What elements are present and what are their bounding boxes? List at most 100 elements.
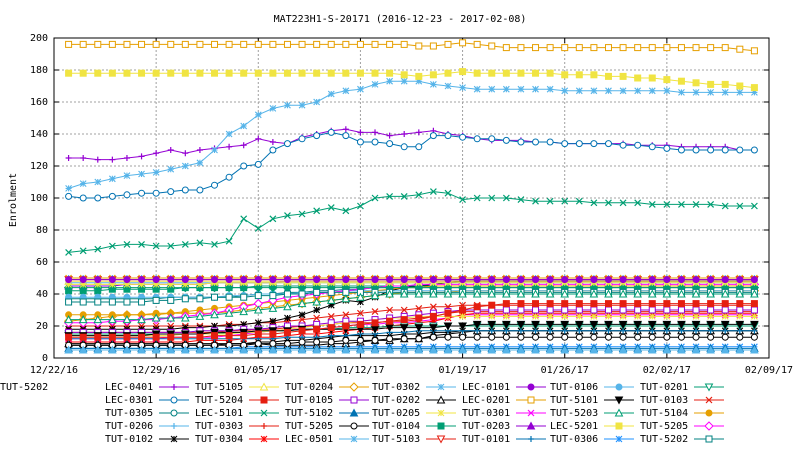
data-point (561, 44, 569, 52)
legend-swatch-marker (261, 423, 267, 429)
data-point (342, 207, 350, 215)
y-tick-label: 100 (30, 193, 48, 204)
legend-entry: TUT-0302 (372, 382, 456, 393)
data-point (123, 155, 130, 161)
data-point (648, 74, 656, 82)
data-point (224, 345, 234, 354)
legend-label: TUT-0305 (105, 408, 153, 419)
data-point (691, 320, 701, 329)
data-point (546, 300, 554, 308)
data-point (706, 345, 715, 354)
data-point (152, 40, 160, 48)
data-point (240, 215, 248, 223)
data-point (225, 293, 233, 301)
data-point (78, 282, 88, 293)
data-point (181, 240, 189, 248)
data-point (429, 276, 437, 284)
data-point (736, 313, 744, 320)
data-point (561, 313, 569, 320)
data-point (735, 289, 745, 298)
chart-title: MAT223H1-S-20171 (2016-12-23 - 2017-02-0… (274, 14, 527, 25)
series-line (68, 80, 755, 189)
data-point (750, 333, 758, 341)
data-point (458, 322, 467, 331)
data-point (181, 333, 189, 341)
data-point (152, 281, 160, 288)
data-point (736, 89, 744, 96)
data-point (107, 282, 118, 293)
data-point (298, 69, 306, 77)
data-point (356, 40, 364, 48)
data-point (707, 300, 715, 308)
data-point (691, 289, 701, 298)
data-point (459, 333, 467, 341)
data-point (633, 345, 643, 354)
data-point (545, 320, 555, 329)
data-point (459, 68, 467, 76)
data-point (574, 320, 584, 329)
legend-swatch-marker (615, 435, 623, 443)
data-point (488, 313, 496, 320)
data-point (65, 155, 72, 161)
x-tick-label: 01/26/17 (541, 365, 589, 376)
data-point (255, 135, 262, 142)
data-point (181, 324, 189, 331)
data-point (211, 69, 219, 77)
data-point (254, 330, 262, 338)
data-point (647, 345, 657, 354)
data-point (297, 299, 307, 308)
series-tut-5205 (65, 333, 758, 349)
data-point (677, 345, 686, 354)
data-point (108, 281, 116, 288)
data-point (63, 282, 74, 293)
data-point (517, 44, 525, 52)
data-point (138, 281, 145, 288)
data-point (298, 40, 306, 48)
data-point (138, 276, 146, 284)
legend-label: TUT-0301 (462, 408, 510, 419)
data-point (415, 191, 423, 199)
data-point (444, 69, 452, 77)
data-point (108, 276, 116, 284)
data-point (93, 345, 103, 354)
data-point (78, 345, 88, 354)
y-tick-label: 0 (42, 353, 48, 364)
data-point (269, 292, 277, 300)
data-point (167, 165, 175, 173)
data-point (65, 276, 73, 284)
data-point (298, 276, 306, 284)
data-point (269, 276, 277, 284)
data-point (516, 345, 526, 354)
data-point (386, 276, 394, 284)
data-point (254, 319, 262, 327)
data-point (415, 72, 423, 80)
data-point (691, 345, 701, 354)
data-point (575, 313, 583, 320)
legend: LEC-0401 LEC-0301 TUT-0305 TUT-0206 TUT-0102… (0, 382, 724, 445)
data-point (619, 306, 627, 314)
data-point (268, 282, 278, 293)
data-point (677, 320, 686, 329)
series-lec-0501 (65, 77, 758, 192)
legend-swatch-marker (437, 422, 445, 430)
data-point (123, 240, 131, 248)
data-point (532, 44, 540, 52)
data-point (707, 200, 715, 208)
data-point (313, 207, 321, 215)
y-tick-label: 180 (30, 65, 48, 76)
data-point (167, 333, 175, 341)
legend-swatch-marker (705, 409, 713, 417)
data-point (751, 313, 758, 320)
data-point (327, 69, 335, 77)
data-point (735, 345, 745, 354)
legend-label: TUT-5203 (550, 408, 598, 419)
data-point (357, 298, 364, 306)
data-point (604, 140, 612, 148)
data-point (634, 333, 642, 341)
data-point (429, 132, 437, 140)
data-point (619, 72, 627, 80)
legend-label: TUT-0204 (285, 382, 333, 393)
data-point (472, 289, 482, 298)
data-point (138, 153, 145, 160)
data-point (400, 316, 408, 324)
